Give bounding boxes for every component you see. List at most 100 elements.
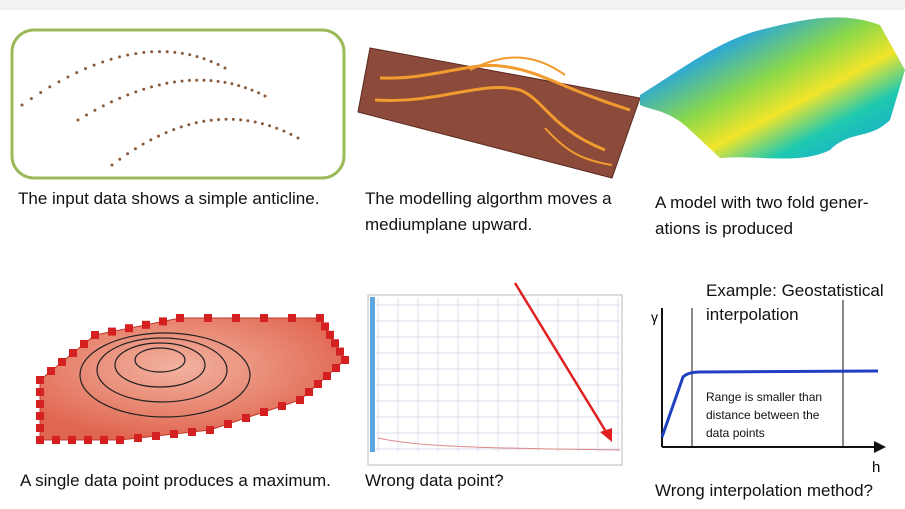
dot <box>246 119 249 122</box>
cube <box>206 426 214 434</box>
dot <box>196 55 199 58</box>
dot <box>118 97 121 100</box>
cube <box>232 314 240 322</box>
dot <box>21 104 24 107</box>
dot <box>237 84 240 87</box>
cube <box>80 340 88 348</box>
top-band <box>0 0 905 10</box>
cube <box>108 328 116 336</box>
cube <box>296 396 304 404</box>
cube <box>332 364 340 372</box>
dot <box>172 128 175 131</box>
dot <box>257 91 260 94</box>
cube <box>224 420 232 428</box>
dot <box>217 80 220 83</box>
dot <box>101 61 104 64</box>
cube <box>321 322 329 330</box>
cube <box>278 402 286 410</box>
dot <box>210 60 213 63</box>
dot <box>142 143 145 146</box>
cube <box>52 436 60 444</box>
dot <box>126 152 129 155</box>
dot <box>173 81 176 84</box>
dot <box>150 50 153 53</box>
cube <box>159 317 167 325</box>
caption: Wrong data point? <box>365 471 504 490</box>
dot <box>142 51 145 54</box>
cube <box>316 314 324 322</box>
cube <box>336 348 344 356</box>
dot <box>134 90 137 93</box>
dot <box>134 52 137 55</box>
dot <box>93 109 96 112</box>
dot <box>84 67 87 70</box>
dot <box>254 121 257 124</box>
cube <box>152 432 160 440</box>
cube <box>288 314 296 322</box>
axis-bar <box>370 297 375 452</box>
dot <box>202 120 205 123</box>
dot <box>39 91 42 94</box>
dot <box>118 55 121 58</box>
dot <box>251 89 254 92</box>
cube <box>188 428 196 436</box>
dot <box>195 79 198 82</box>
dot <box>297 137 300 140</box>
cube <box>36 400 44 408</box>
dot <box>239 118 242 121</box>
cube <box>69 349 77 357</box>
dot <box>181 80 184 83</box>
cube <box>331 339 339 347</box>
dot <box>224 67 227 70</box>
dot <box>142 88 145 91</box>
cube <box>170 430 178 438</box>
dot <box>188 53 191 56</box>
dot <box>102 104 105 107</box>
dot <box>195 121 198 124</box>
caption: The input data shows a simple anticline. <box>18 189 319 208</box>
dot <box>66 76 69 79</box>
dot <box>149 138 152 141</box>
cube <box>91 331 99 339</box>
cube <box>125 324 133 332</box>
note: data points <box>706 426 765 440</box>
cube <box>36 436 44 444</box>
caption: A model with two fold gener- <box>655 193 869 212</box>
cube <box>260 314 268 322</box>
cube <box>100 436 108 444</box>
dot <box>230 82 233 85</box>
caption: Wrong interpolation method? <box>655 481 873 500</box>
dot <box>165 82 168 85</box>
dot <box>210 79 213 82</box>
cube <box>47 367 55 375</box>
caption: mediumplane upward. <box>365 215 532 234</box>
dot <box>264 95 267 98</box>
dot <box>217 118 220 121</box>
cube <box>36 412 44 420</box>
cube <box>341 356 349 364</box>
dot <box>165 131 168 134</box>
dot <box>261 122 264 125</box>
cube <box>176 314 184 322</box>
dot <box>289 133 292 136</box>
dot <box>268 124 271 127</box>
cube <box>323 372 331 380</box>
cube <box>242 414 250 422</box>
heading: Example: Geostatistical <box>706 281 884 300</box>
dot <box>166 50 169 53</box>
dot <box>111 164 114 167</box>
dot <box>203 57 206 60</box>
cube <box>204 314 212 322</box>
dot <box>181 52 184 55</box>
cube <box>36 376 44 384</box>
slide: The input data shows a simple anticline.… <box>0 0 905 509</box>
y-label: γ <box>651 309 658 325</box>
dot <box>188 79 191 82</box>
dot <box>48 85 51 88</box>
x-label: h <box>872 459 880 476</box>
dot <box>150 85 153 88</box>
cube <box>58 358 66 366</box>
dot <box>232 118 235 121</box>
dot <box>77 119 80 122</box>
dot <box>224 81 227 84</box>
